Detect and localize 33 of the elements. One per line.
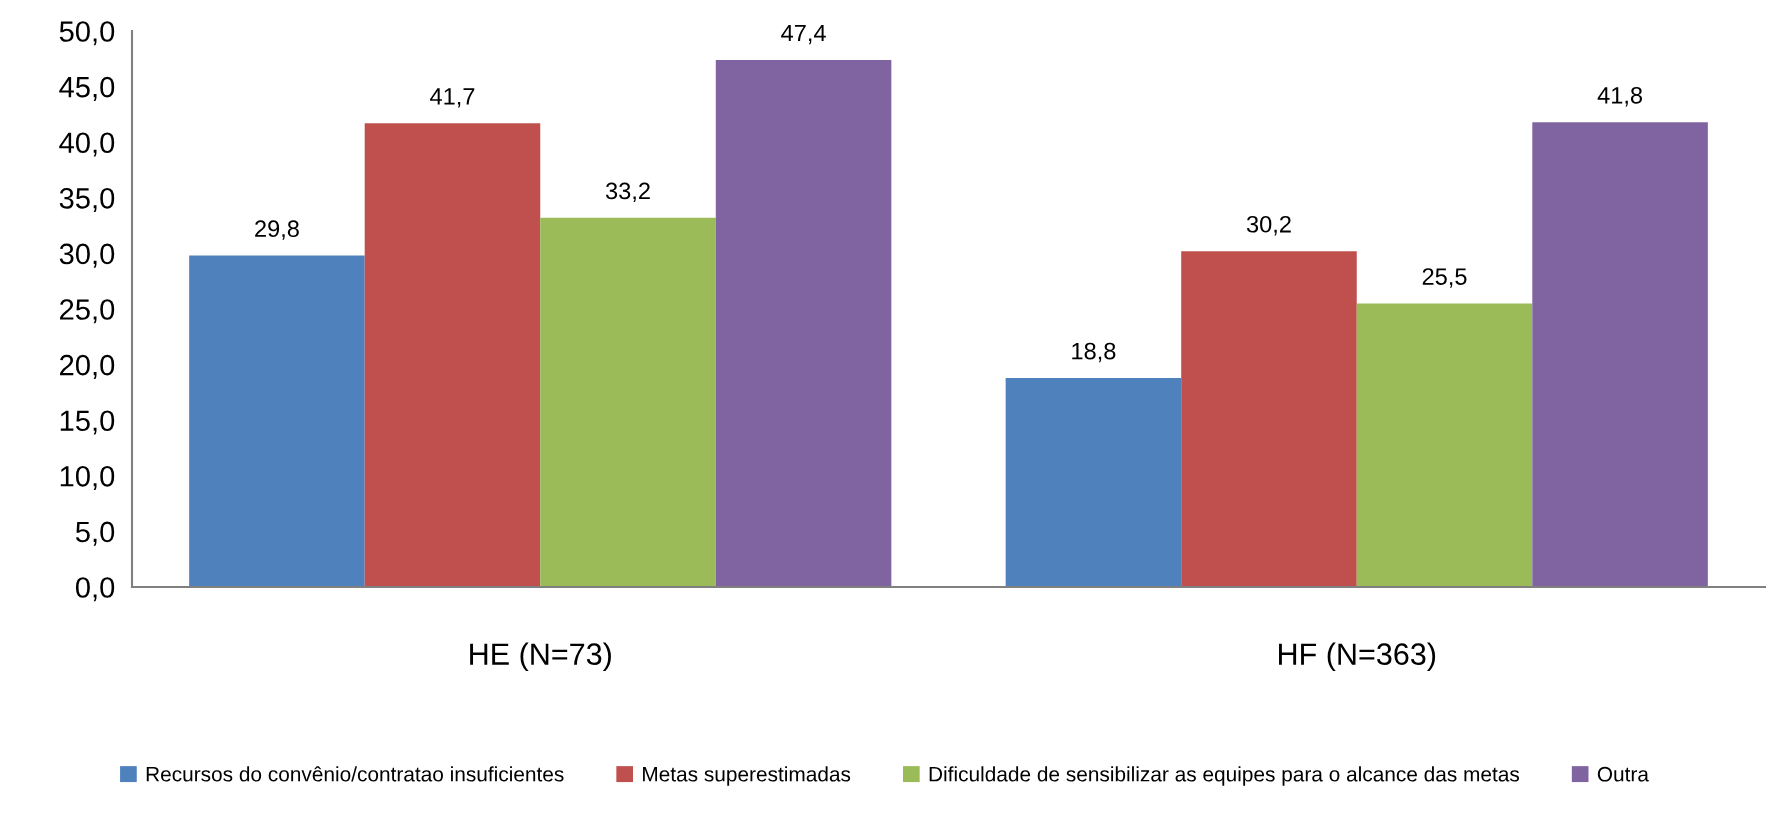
bar xyxy=(1181,251,1357,587)
bar xyxy=(540,217,716,587)
y-tick-label: 50,0 xyxy=(59,21,115,46)
bar xyxy=(1532,122,1708,587)
bar xyxy=(715,59,892,587)
y-tick-label: 10,0 xyxy=(60,466,115,491)
y-tick-label: 20,0 xyxy=(60,354,115,379)
y-tick-label: 30,0 xyxy=(59,243,115,268)
y-tick-label: 5,0 xyxy=(75,521,115,546)
x-tick-label: HF (N=363) xyxy=(1279,642,1436,672)
legend-label: Dificuldade de sensibilizar as equipes para o alcance das metas xyxy=(929,766,1520,786)
data-label: 25,5 xyxy=(1422,268,1467,288)
legend-label: Outra xyxy=(1597,766,1649,782)
data-label: 30,2 xyxy=(1246,215,1291,236)
y-tick-label: 0,0 xyxy=(75,577,115,602)
y-tick-label: 40,0 xyxy=(59,132,115,157)
legend-label: Metas superestimadas xyxy=(643,766,851,786)
y-tick-label: 45,0 xyxy=(59,76,115,101)
data-label: 33,2 xyxy=(605,182,650,203)
y-tick-label: 25,0 xyxy=(60,299,115,324)
bar xyxy=(1005,377,1182,587)
y-tick-label: 35,0 xyxy=(59,188,115,213)
data-label: 18,8 xyxy=(1072,342,1116,363)
legend-label: Recursos do convênio/contratao insuficientes xyxy=(146,766,564,782)
data-label: 41,7 xyxy=(430,88,475,108)
data-label: 47,4 xyxy=(781,24,826,45)
y-tick-label: 15,0 xyxy=(60,410,115,435)
bar xyxy=(1356,303,1533,587)
data-label: 41,8 xyxy=(1597,86,1643,107)
data-label: 29,8 xyxy=(255,220,299,240)
bar xyxy=(189,255,365,587)
bar xyxy=(364,123,541,587)
x-tick-label: HE (N=73) xyxy=(470,642,611,672)
